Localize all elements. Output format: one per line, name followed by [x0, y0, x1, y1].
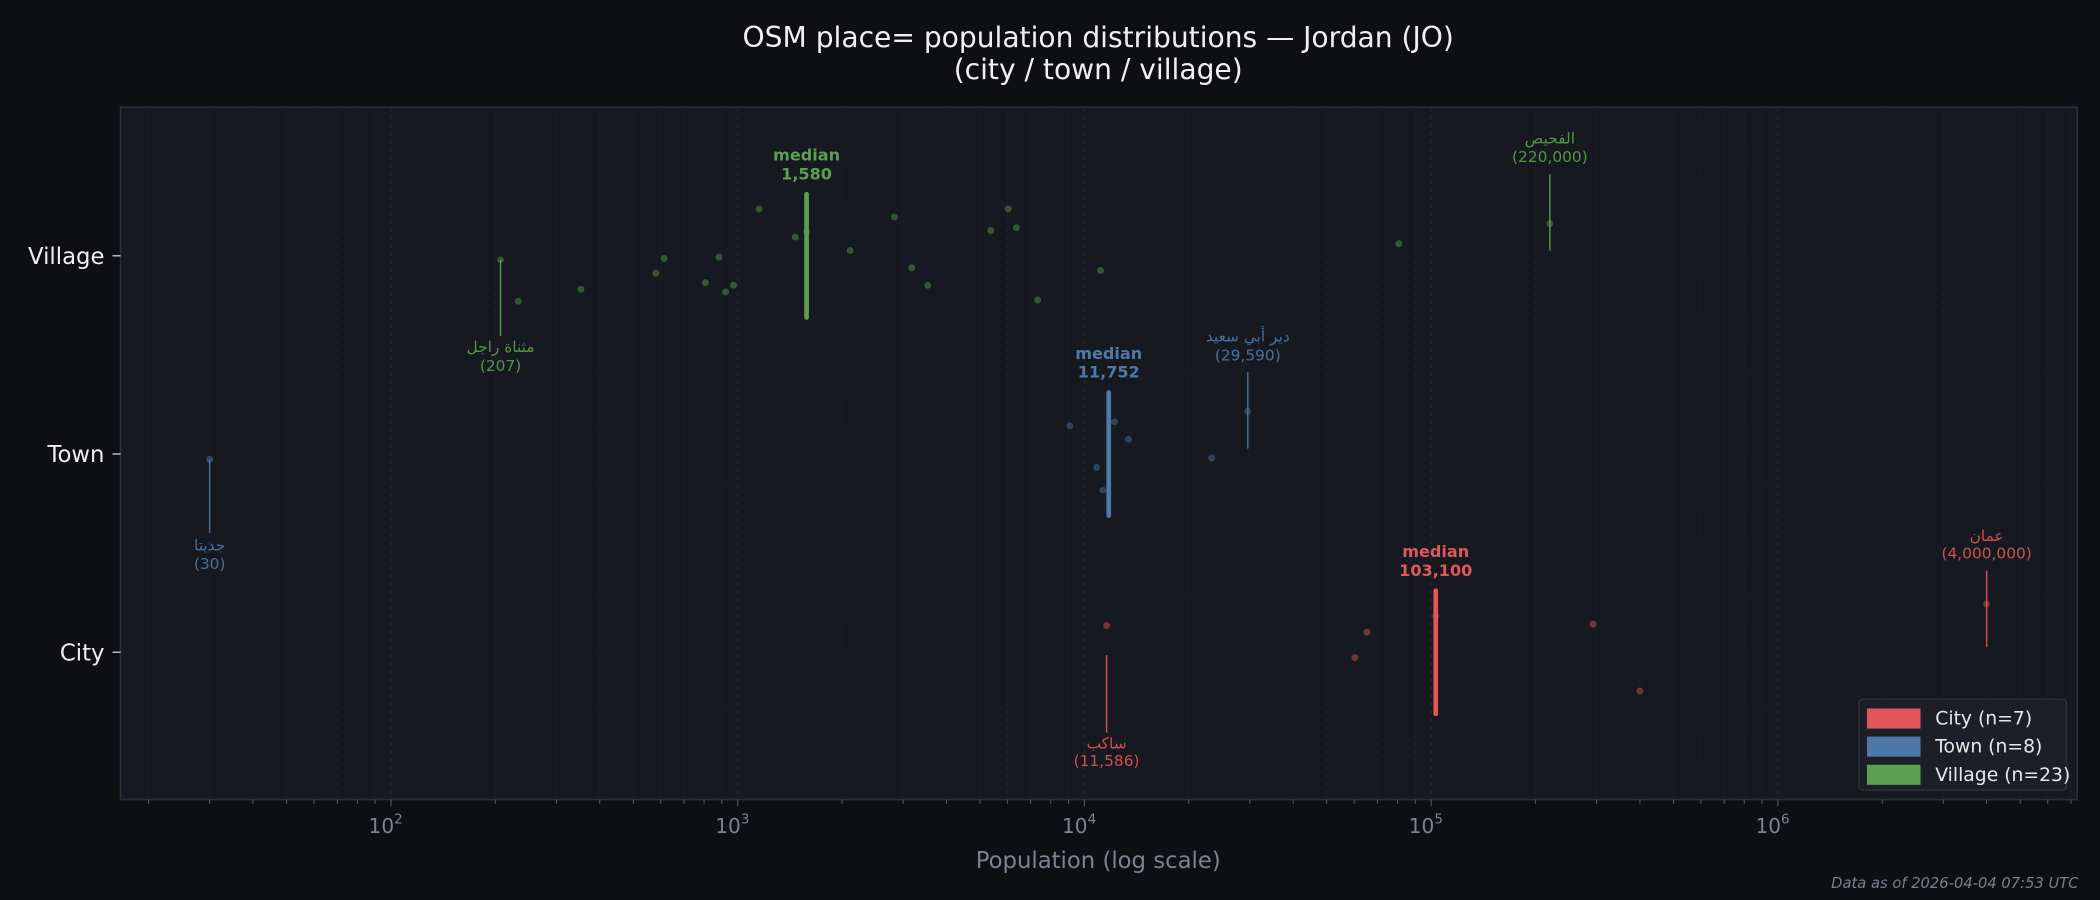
x-tick-label: 102: [369, 813, 403, 838]
annotation-name: ساكب: [1087, 735, 1127, 753]
annotation-name: عمان: [1970, 527, 2004, 545]
annotation-value: (220,000): [1512, 148, 1588, 166]
median-label: median: [773, 146, 840, 165]
data-point: [1066, 422, 1074, 430]
data-point: [924, 281, 932, 289]
chart-subtitle: (city / town / village): [954, 53, 1243, 86]
data-point: [890, 213, 898, 221]
data-point: [701, 279, 709, 287]
data-point: [1589, 620, 1597, 628]
x-tick-label: 103: [715, 813, 749, 838]
data-point: [1110, 418, 1118, 426]
x-tick-label: 104: [1062, 813, 1096, 838]
grid: [148, 107, 2072, 800]
data-point: [908, 264, 916, 272]
data-point: [1395, 240, 1403, 248]
data-point: [1099, 486, 1107, 494]
annotation-name: جديتا: [194, 536, 225, 554]
legend[interactable]: City (n=7) Town (n=8) Village (n=23): [1858, 698, 2070, 791]
legend-item-town[interactable]: Town (n=8): [1866, 736, 2042, 758]
chart-title: OSM place= population distributions — Jo…: [743, 21, 1454, 54]
data-point: [497, 256, 504, 264]
data-point: [1097, 267, 1105, 275]
legend-label: City (n=7): [1935, 709, 2032, 730]
median-value: 103,100: [1399, 561, 1472, 580]
y-axis: Village Town City: [28, 244, 121, 666]
data-point: [1093, 463, 1101, 471]
footer-timestamp: Data as of 2026-04-04 07:53 UTC: [1831, 875, 2079, 892]
data-point: [577, 285, 585, 293]
data-point: [652, 269, 660, 277]
data-point: [1636, 687, 1644, 695]
data-point: [987, 226, 995, 234]
data-point: [1103, 621, 1111, 629]
annotation-value: (29,590): [1215, 346, 1281, 364]
median-label: median: [1075, 344, 1142, 363]
data-point: [755, 205, 763, 213]
data-point: [846, 246, 854, 254]
annotation-name: الفحيص: [1525, 129, 1575, 147]
legend-item-village[interactable]: Village (n=23): [1866, 764, 2070, 786]
data-point: [1351, 654, 1359, 662]
data-point: [1363, 628, 1371, 636]
y-tick-label-village: Village: [28, 244, 104, 270]
x-axis-label: Population (log scale): [976, 848, 1221, 874]
legend-label: Town (n=8): [1934, 737, 2042, 758]
median-label: median: [1402, 542, 1469, 561]
annotation-value: (30): [194, 555, 226, 573]
annotation-name: دير أبي سعيد: [1206, 327, 1290, 347]
chart-marks: median103,100ساكب(11,586)عمان(4,000,000)…: [194, 129, 2032, 770]
data-point: [1004, 205, 1012, 213]
median-value: 11,752: [1078, 363, 1140, 382]
data-point: [1034, 296, 1042, 304]
data-point: [715, 253, 723, 261]
annotation-value: (207): [480, 357, 521, 375]
data-point: [1208, 454, 1216, 462]
data-point: [730, 281, 738, 289]
legend-swatch: [1866, 764, 1921, 785]
annotation-value: (4,000,000): [1941, 544, 2031, 562]
data-point: [660, 254, 668, 262]
legend-swatch: [1866, 736, 1921, 757]
y-tick-label-town: Town: [46, 442, 104, 468]
x-axis: 102 103 104 105 106: [148, 799, 2072, 838]
legend-item-city[interactable]: City (n=7): [1866, 708, 2032, 730]
data-point: [1125, 435, 1132, 443]
x-tick-label: 105: [1409, 813, 1443, 838]
annotation-value: (11,586): [1074, 752, 1140, 770]
data-point: [1012, 224, 1020, 232]
plot-area: [119, 106, 2079, 801]
annotation-name: مثناة راجل: [466, 338, 534, 356]
x-tick-label: 106: [1755, 813, 1789, 838]
legend-swatch: [1866, 708, 1921, 729]
legend-label: Village (n=23): [1935, 765, 2070, 786]
y-tick-label-city: City: [60, 640, 105, 666]
data-point: [791, 233, 799, 241]
data-point: [722, 288, 730, 296]
data-point: [514, 297, 522, 305]
median-value: 1,580: [781, 164, 832, 183]
